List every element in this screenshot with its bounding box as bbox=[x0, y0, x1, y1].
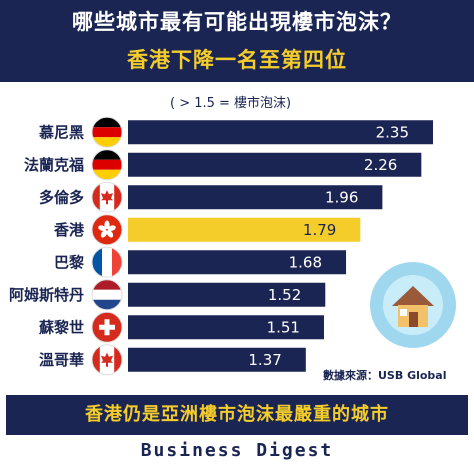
value-label: 1.51 bbox=[267, 318, 300, 336]
bar bbox=[128, 250, 347, 275]
bar bbox=[128, 152, 422, 177]
bottom-banner: 香港仍是亞洲樓市泡沫最嚴重的城市 bbox=[6, 395, 468, 435]
value-label: 1.52 bbox=[268, 286, 301, 304]
value-label: 1.37 bbox=[248, 351, 281, 369]
france-flag bbox=[91, 246, 123, 278]
bar bbox=[128, 282, 326, 307]
value-label: 1.79 bbox=[303, 221, 336, 239]
city-label: 香港 bbox=[54, 221, 85, 239]
bar bbox=[128, 217, 361, 242]
value-label: 1.96 bbox=[325, 188, 358, 206]
bar-chart: 慕尼黑 2.35 法蘭克福 2.26 多倫多 1.96 香港 1.79 巴黎 1.68 阿姆斯特丹 1… bbox=[9, 116, 433, 376]
bar bbox=[128, 315, 324, 340]
netherlands-flag bbox=[91, 279, 123, 311]
canada-flag bbox=[91, 181, 123, 213]
header-banner: 哪些城市最有可能出現樓市泡沫？ 香港下降一名至第四位 bbox=[0, 0, 474, 82]
city-label: 慕尼黑 bbox=[38, 123, 84, 141]
bubble-threshold-note: ( > 1.5 = 樓市泡沫) bbox=[170, 96, 292, 111]
city-label: 法蘭克福 bbox=[24, 156, 84, 174]
city-label: 多倫多 bbox=[39, 188, 84, 206]
page-subtitle: 香港下降一名至第四位 bbox=[127, 48, 347, 72]
page-title: 哪些城市最有可能出現樓市泡沫？ bbox=[72, 10, 402, 34]
house-icon bbox=[383, 275, 443, 335]
city-label: 巴黎 bbox=[54, 253, 84, 271]
germany-flag bbox=[91, 116, 123, 148]
switzerland-flag bbox=[91, 311, 123, 343]
value-label: 1.68 bbox=[289, 253, 322, 271]
value-label: 2.35 bbox=[376, 123, 409, 141]
bar bbox=[128, 120, 433, 145]
city-label: 溫哥華 bbox=[39, 351, 84, 369]
city-label: 阿姆斯特丹 bbox=[9, 286, 84, 304]
data-source: 數據來源：USB Global bbox=[323, 369, 447, 382]
city-label: 蘇黎世 bbox=[38, 318, 84, 336]
canada-flag bbox=[91, 344, 123, 376]
bar bbox=[128, 185, 383, 210]
bar bbox=[128, 347, 306, 372]
germany-flag bbox=[91, 149, 123, 181]
value-label: 2.26 bbox=[364, 156, 397, 174]
brand-footer: Business Digest bbox=[140, 440, 334, 461]
hong-kong-flag bbox=[91, 214, 123, 246]
house-bubble-icon bbox=[370, 262, 456, 348]
